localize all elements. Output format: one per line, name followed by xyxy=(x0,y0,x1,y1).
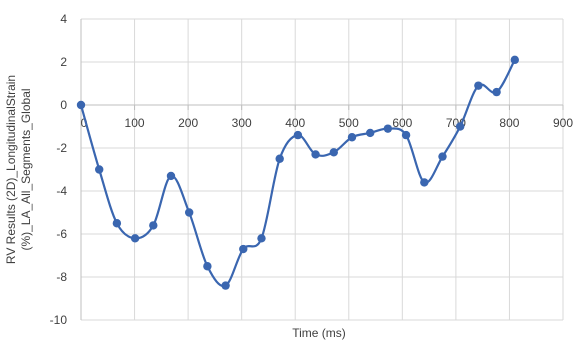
data-point xyxy=(112,219,122,228)
data-point xyxy=(401,130,411,140)
x-tick-label: 400 xyxy=(285,116,305,130)
x-tick-label: 300 xyxy=(232,116,252,130)
y-axis-title-line-1: RV Results (2D)_LongitudinalStrain xyxy=(4,75,18,264)
data-point xyxy=(184,208,194,217)
x-tick-label: 0 xyxy=(81,116,88,130)
data-point xyxy=(455,122,465,131)
data-point xyxy=(347,133,357,142)
data-point xyxy=(474,81,483,90)
y-axis-title-line-2: (%)_LA_All_Segments_Global xyxy=(19,88,33,250)
y-tick-label: -4 xyxy=(56,184,67,198)
data-point xyxy=(492,87,501,97)
data-point xyxy=(366,128,375,138)
data-point xyxy=(239,244,248,254)
gridlines xyxy=(80,18,564,321)
y-tick-label: -2 xyxy=(56,141,67,155)
x-tick-label: 800 xyxy=(499,116,519,130)
y-tick-label: 4 xyxy=(60,12,67,26)
x-axis-title: Time (ms) xyxy=(292,326,346,340)
x-tick-label: 600 xyxy=(392,116,412,130)
y-tick-label: -8 xyxy=(56,270,67,284)
data-point xyxy=(293,130,303,140)
data-point xyxy=(95,165,104,174)
data-point xyxy=(311,150,320,159)
x-tick-label: 100 xyxy=(125,116,145,130)
data-point xyxy=(420,178,429,187)
x-tick-label: 500 xyxy=(339,116,359,130)
data-point xyxy=(329,148,338,157)
data-point xyxy=(149,221,158,230)
y-tick-labels: 4 2 0 -2 -4 -6 -8 -10 xyxy=(50,12,68,327)
y-tick-label: -6 xyxy=(56,227,67,241)
y-tick-label: 0 xyxy=(60,98,67,112)
data-point xyxy=(76,100,86,110)
y-tick-label: -10 xyxy=(50,313,68,327)
y-tick-label: 2 xyxy=(60,55,67,69)
data-point xyxy=(130,234,140,243)
data-point xyxy=(166,171,176,181)
axes xyxy=(80,19,564,320)
data-point xyxy=(203,262,212,271)
x-tick-label: 900 xyxy=(553,116,573,130)
x-tick-labels: 0 100 200 300 400 500 600 700 800 900 xyxy=(81,116,574,130)
series-line xyxy=(79,58,516,288)
data-point xyxy=(383,124,393,133)
data-point xyxy=(257,234,266,243)
data-point xyxy=(510,55,519,65)
x-tick-label: 200 xyxy=(178,116,198,130)
data-point xyxy=(275,154,284,163)
data-points xyxy=(76,55,519,290)
data-point xyxy=(438,152,447,161)
data-point xyxy=(221,281,230,290)
